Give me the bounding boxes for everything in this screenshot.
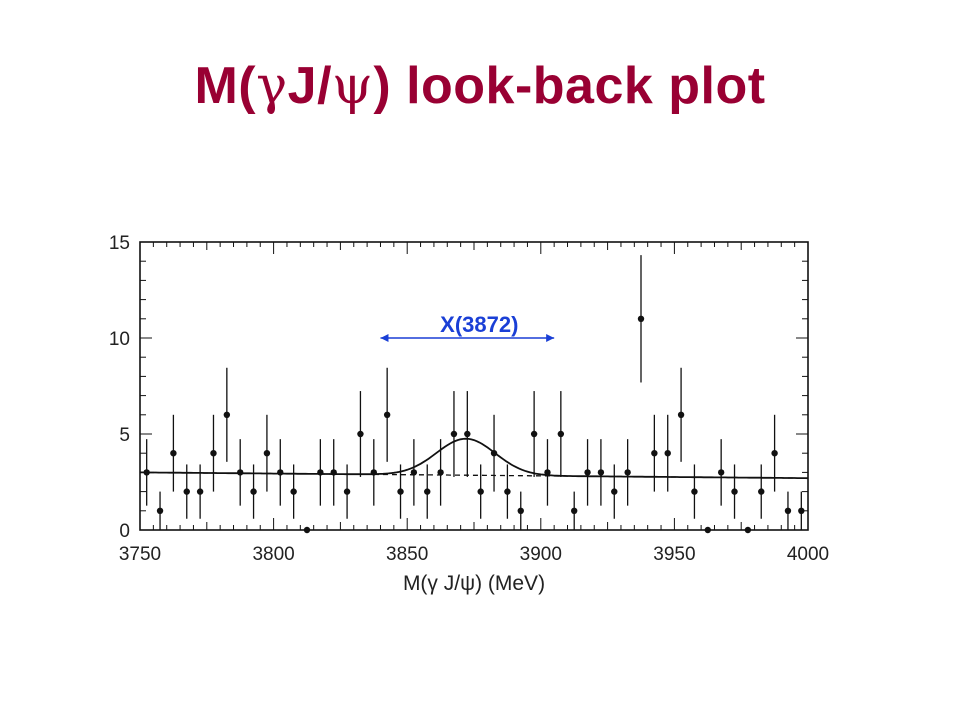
data-point <box>317 469 324 476</box>
data-point <box>383 411 391 418</box>
data-point <box>704 526 711 534</box>
data-point <box>437 469 444 476</box>
data-point <box>477 488 484 495</box>
data-point <box>223 411 231 418</box>
x-tick-label: 3950 <box>653 544 695 565</box>
y-tick-label: 10 <box>109 329 130 350</box>
data-point <box>571 507 578 514</box>
data-point <box>771 450 778 457</box>
data-point <box>357 430 364 438</box>
data-point <box>651 450 658 457</box>
arrowhead-left-icon <box>380 334 389 342</box>
data-point <box>183 488 190 495</box>
data-point <box>784 507 792 514</box>
data-point <box>263 450 271 457</box>
x-axis-label: M(γ J/ψ) (MeV) <box>403 572 545 595</box>
data-point <box>250 488 257 495</box>
data-point <box>424 488 431 495</box>
data-point <box>557 430 565 438</box>
data-point <box>584 469 591 476</box>
data-point <box>410 469 418 476</box>
data-point <box>731 488 738 495</box>
data-point <box>624 469 631 476</box>
data-point <box>717 469 725 476</box>
data-point <box>343 488 351 495</box>
data-point <box>637 315 645 322</box>
data-point <box>664 450 671 457</box>
x-tick-label: 3900 <box>520 544 562 565</box>
data-point <box>277 469 284 476</box>
data-point <box>530 430 538 438</box>
data-point <box>156 507 164 514</box>
x3872-annotation: X(3872) <box>440 312 518 337</box>
y-tick-label: 0 <box>119 521 130 542</box>
data-point <box>691 488 698 495</box>
data-point <box>597 469 605 476</box>
slide-title: M(γJ/ψ) look-back plot <box>194 56 766 116</box>
data-point <box>758 488 765 495</box>
signal-fit-curve <box>140 437 809 480</box>
data-point <box>464 430 471 438</box>
data-point <box>798 507 805 514</box>
data-point <box>517 507 524 514</box>
arrowhead-right-icon <box>546 334 555 342</box>
data-point <box>303 526 311 534</box>
data-point <box>677 411 685 418</box>
data-point <box>544 469 551 476</box>
data-point <box>210 450 217 457</box>
data-point <box>450 430 458 438</box>
data-point <box>143 469 150 476</box>
x-tick-label: 3750 <box>119 544 161 565</box>
data-point <box>196 488 204 495</box>
data-point <box>370 469 377 476</box>
data-point <box>611 488 618 495</box>
y-tick-label: 5 <box>119 425 130 446</box>
data-point <box>490 450 498 457</box>
data-point <box>290 488 297 495</box>
data-point <box>330 469 337 476</box>
data-point <box>397 488 404 495</box>
x-tick-label: 4000 <box>787 544 829 565</box>
data-point <box>504 488 511 495</box>
x-tick-label: 3850 <box>386 544 428 565</box>
x-tick-label: 3800 <box>252 544 294 565</box>
data-point <box>170 450 177 457</box>
data-point <box>237 469 244 476</box>
y-tick-label: 15 <box>109 233 130 254</box>
data-point <box>744 526 752 534</box>
